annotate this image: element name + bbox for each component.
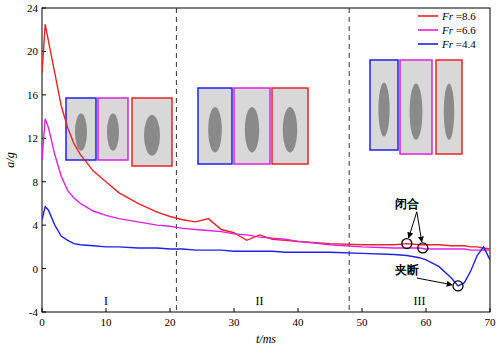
y-tick-label: 4 bbox=[33, 219, 39, 231]
inset-cavity bbox=[75, 114, 87, 151]
inset-cavity bbox=[378, 83, 389, 137]
legend-swatch bbox=[418, 29, 438, 31]
x-tick bbox=[234, 308, 235, 312]
inset-photo bbox=[132, 98, 172, 166]
series-line bbox=[42, 207, 490, 286]
plot-frame bbox=[42, 8, 490, 312]
y-tick-label: -4 bbox=[29, 306, 39, 318]
x-tick bbox=[298, 308, 299, 312]
y-tick-label: 20 bbox=[27, 45, 39, 57]
series-line bbox=[42, 119, 490, 250]
legend-label: Fr =8.6 bbox=[441, 10, 476, 22]
legend-swatch bbox=[418, 43, 438, 45]
y-tick-label: 8 bbox=[33, 176, 39, 188]
x-axis-title: t/ms bbox=[256, 332, 276, 346]
x-tick bbox=[170, 308, 171, 312]
inset-cavity bbox=[245, 107, 259, 153]
x-tick bbox=[490, 308, 491, 312]
inset-cavity bbox=[410, 84, 423, 140]
x-tick-label: 60 bbox=[421, 316, 433, 328]
inset-cavity bbox=[208, 107, 222, 153]
legend-label-part: Fr bbox=[441, 24, 454, 36]
inset-cavity bbox=[283, 107, 297, 153]
inset-photo bbox=[98, 98, 128, 160]
legend-swatch bbox=[418, 15, 438, 17]
inset-photo bbox=[198, 88, 232, 164]
annotation-circle bbox=[418, 243, 428, 253]
y-tick-label: 24 bbox=[27, 2, 39, 14]
inset-photo bbox=[66, 98, 96, 160]
region-divider bbox=[176, 8, 177, 312]
legend-label-part: =4.4 bbox=[453, 38, 476, 50]
region-label: I bbox=[104, 294, 108, 308]
region-label: II bbox=[256, 294, 264, 308]
legend-label-part: =6.6 bbox=[453, 24, 476, 36]
y-tick bbox=[42, 225, 46, 226]
y-tick bbox=[42, 268, 46, 269]
inset-cavity bbox=[444, 84, 454, 140]
x-tick-label: 50 bbox=[357, 316, 369, 328]
series-line bbox=[42, 24, 490, 249]
annotation-arrow bbox=[417, 212, 422, 242]
series-group bbox=[42, 24, 490, 286]
x-tick bbox=[42, 308, 43, 312]
y-tick-label: 0 bbox=[33, 263, 39, 275]
inset-photo bbox=[272, 88, 308, 164]
annotation-label: 闭合 bbox=[395, 197, 420, 211]
x-tick-label: 70 bbox=[485, 316, 497, 328]
y-tick-label: 12 bbox=[27, 132, 38, 144]
x-tick-label: 10 bbox=[101, 316, 113, 328]
legend-label-part: =8.6 bbox=[453, 10, 476, 22]
inset-photo bbox=[400, 60, 432, 154]
x-tick bbox=[106, 308, 107, 312]
x-tick-label: 40 bbox=[293, 316, 305, 328]
y-tick-label: 16 bbox=[27, 89, 39, 101]
annotation-label: 夹断 bbox=[395, 263, 419, 277]
region-label: III bbox=[414, 294, 426, 308]
legend-label: Fr =6.6 bbox=[441, 24, 476, 36]
legend-label-part: Fr bbox=[441, 38, 454, 50]
annotation-circle bbox=[402, 239, 412, 249]
annotation-circle bbox=[453, 281, 463, 291]
y-axis-title: a/g bbox=[3, 152, 17, 167]
x-tick bbox=[426, 308, 427, 312]
x-tick-label: 30 bbox=[229, 316, 241, 328]
annotation-arrow bbox=[409, 212, 417, 238]
region-divider bbox=[349, 8, 350, 312]
y-tick bbox=[42, 8, 46, 9]
inset-photo bbox=[370, 60, 398, 150]
x-tick-label: 0 bbox=[39, 316, 45, 328]
chart: 010203040506070-404812162024t/msa/gIIIII… bbox=[0, 0, 498, 351]
y-tick bbox=[42, 94, 46, 95]
y-tick bbox=[42, 312, 46, 313]
inset-cavity bbox=[107, 114, 119, 151]
inset-photo bbox=[234, 88, 270, 164]
legend-label: Fr =4.4 bbox=[441, 38, 476, 50]
x-tick bbox=[362, 308, 363, 312]
inset-photo bbox=[436, 60, 462, 154]
y-tick bbox=[42, 181, 46, 182]
legend-label-part: Fr bbox=[441, 10, 454, 22]
inset-cavity bbox=[144, 115, 160, 156]
x-tick-label: 20 bbox=[165, 316, 177, 328]
annotation-arrow bbox=[417, 278, 452, 285]
